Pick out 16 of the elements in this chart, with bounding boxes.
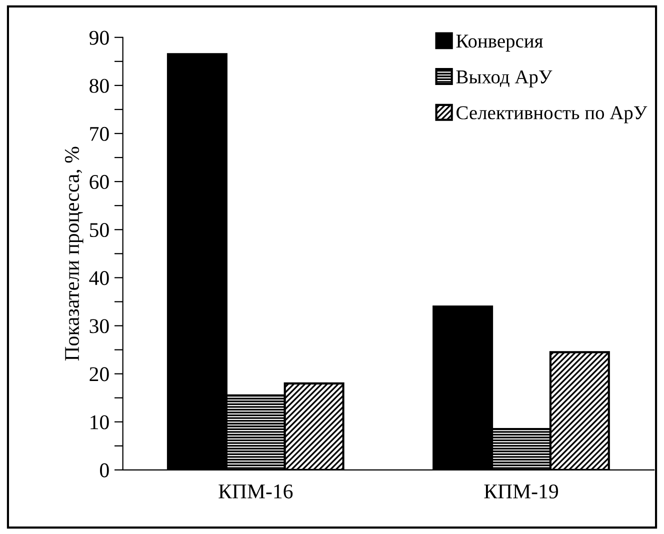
x-tick-label: КПМ-16 bbox=[218, 484, 293, 498]
legend-label: Выход АрУ bbox=[456, 70, 552, 88]
y-tick-label: 0 bbox=[100, 463, 109, 478]
x-tick-label: КПМ-19 bbox=[484, 484, 558, 498]
y-tick-label: 10 bbox=[90, 415, 109, 430]
y-tick-label: 40 bbox=[89, 271, 109, 286]
y-tick-label: 90 bbox=[89, 30, 109, 45]
y-tick-label: 30 bbox=[90, 319, 109, 334]
y-tick-label: 80 bbox=[90, 78, 109, 93]
legend-label: Селективность по АрУ bbox=[456, 106, 648, 124]
y-tick-label: 50 bbox=[90, 222, 109, 238]
y-tick-label: 70 bbox=[90, 126, 109, 141]
y-tick-label: 60 bbox=[90, 174, 109, 189]
legend-label: Конверсия bbox=[456, 34, 543, 52]
y-axis-title: Показатели процесса, % bbox=[64, 146, 84, 361]
y-tick-label: 20 bbox=[90, 367, 109, 382]
